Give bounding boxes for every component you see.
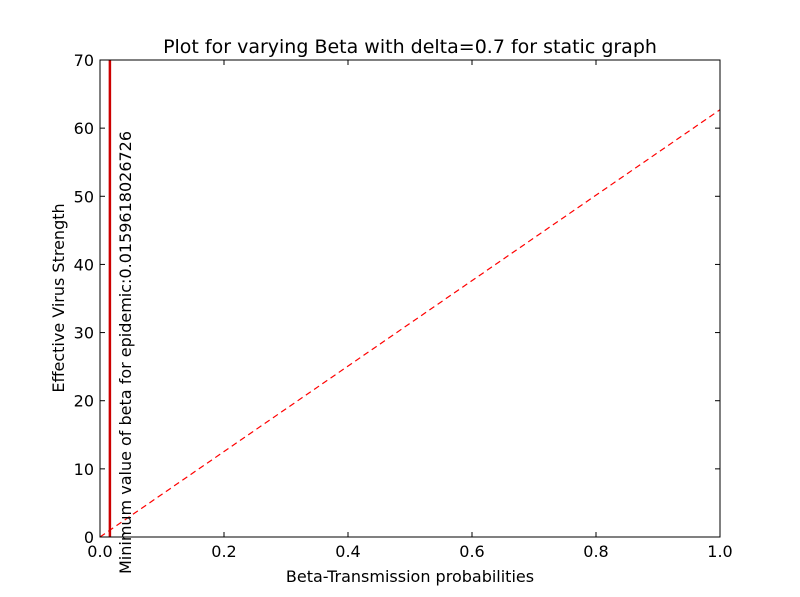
x-tick-label: 0.4: [335, 542, 360, 561]
y-tick-label: 40: [74, 255, 94, 274]
x-tick-label: 0.0: [87, 542, 112, 561]
y-tick-label: 50: [74, 187, 94, 206]
x-tick-label: 1.0: [707, 542, 732, 561]
y-tick-label: 0: [84, 528, 94, 547]
y-tick-label: 30: [74, 324, 94, 343]
y-tick-label: 20: [74, 392, 94, 411]
x-tick-label: 0.6: [459, 542, 484, 561]
ticks-layer: 0.0 0.2 0.4 0.6 0.8 1.0 0 10 20 30 40 50 60 70: [74, 51, 733, 561]
plot-area: [100, 60, 720, 537]
y-tick-label: 70: [74, 51, 94, 70]
y-axis-title: Effective Virus Strength: [49, 203, 68, 392]
x-axis-title: Beta-Transmission probabilities: [286, 567, 534, 586]
x-tick-label: 0.8: [583, 542, 608, 561]
threshold-annotation: Minimum value of beta for epidemic:0.015…: [116, 131, 135, 574]
y-tick-label: 10: [74, 460, 94, 479]
chart-title: Plot for varying Beta with delta=0.7 for…: [163, 36, 657, 58]
data-layer: Minimum value of beta for epidemic:0.015…: [99, 60, 721, 574]
y-tick-label: 60: [74, 119, 94, 138]
x-tick-label: 0.2: [211, 542, 236, 561]
series-line-0: [99, 109, 721, 538]
plot-frame: [99, 59, 721, 538]
